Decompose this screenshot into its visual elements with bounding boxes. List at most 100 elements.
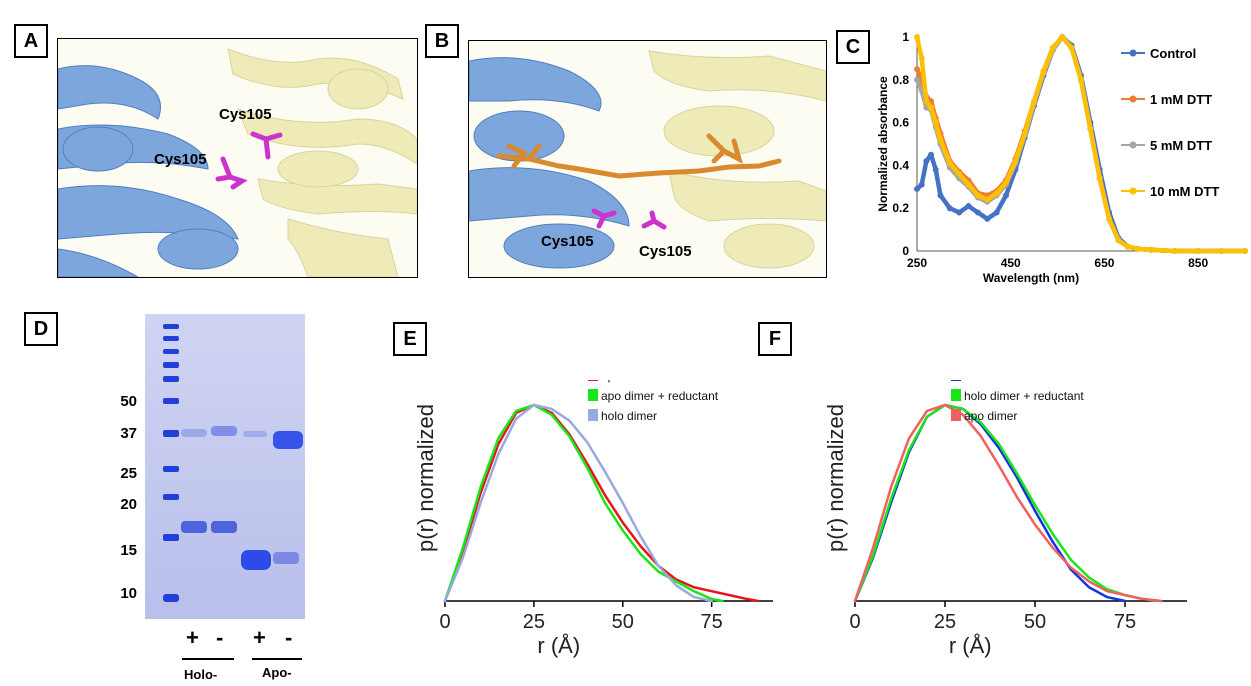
panel-d-letter: D [24, 312, 58, 346]
group-holo-label: Holo- [184, 667, 218, 682]
group-apo-label: Apo- [262, 665, 292, 680]
panel-b-cys-label-1: Cys105 [541, 233, 594, 250]
panel-a-cys-label-2: Cys105 [154, 151, 207, 168]
pr-legend-label: holo dimer + reductant [964, 389, 1084, 403]
pr-x-tick-label: 25 [523, 611, 545, 633]
c-legend-marker [1129, 95, 1137, 103]
c-legend-label: Control [1150, 46, 1196, 61]
panel-b-cys-label-2: Cys105 [639, 243, 692, 260]
c-x-tick-label: 850 [1188, 256, 1208, 270]
c-data-point [937, 136, 944, 143]
pr-x-axis-label: r (Å) [949, 633, 992, 658]
pr-legend-label: holo dimer [601, 409, 657, 423]
lane-sign-apo-plus: + [253, 625, 266, 650]
c-data-point [1115, 237, 1122, 244]
c-data-point [965, 181, 972, 188]
panel-b-letter: B [425, 24, 459, 58]
c-data-point [1134, 245, 1141, 252]
panel-e-chart: 0 25 50 75 r (Å) p(r) normalized apo dimer apo … [413, 380, 773, 658]
c-data-point [956, 209, 963, 216]
pr-y-axis-label: p(r) normalized [413, 404, 438, 552]
c-data-point [923, 98, 930, 105]
c-legend-label: 10 mM DTT [1150, 184, 1219, 199]
pr-x-tick-label: 50 [1024, 611, 1046, 633]
pr-series-line [443, 403, 713, 603]
pr-series-line [443, 403, 724, 603]
c-x-axis-label: Wavelength (nm) [983, 271, 1079, 285]
c-data-point [956, 170, 963, 177]
c-data-point [937, 192, 944, 199]
lane-sign-apo-minus: - [285, 625, 293, 650]
mw-marker-25: 25 [120, 465, 137, 482]
pr-legend-label: apo dimer [601, 380, 654, 383]
c-legend-marker [1129, 187, 1137, 195]
c-data-point [1242, 248, 1248, 254]
c-data-point [1087, 126, 1094, 133]
c-legend-marker [1129, 141, 1137, 149]
panel-a-structure [57, 38, 418, 278]
lane-sign-holo-plus: + [186, 625, 199, 650]
c-data-point [914, 185, 920, 192]
c-data-point [946, 160, 953, 167]
pr-x-tick-label: 0 [439, 611, 450, 633]
pr-legend-swatch [588, 409, 598, 421]
c-data-point [928, 151, 935, 158]
pr-x-tick-label: 75 [1114, 611, 1136, 633]
c-y-tick-label: 0.4 [892, 158, 909, 172]
pr-x-tick-label: 0 [849, 611, 860, 633]
c-y-tick-label: 0.6 [892, 116, 909, 130]
c-data-point [1195, 248, 1202, 254]
c-y-tick-label: 0.2 [892, 201, 909, 215]
c-data-point [1148, 246, 1155, 253]
panel-c-chart: 0 0.2 0.4 0.6 0.8 1 250 450 650 850 Wavelength (nm… [876, 30, 1248, 285]
c-data-point [1078, 76, 1084, 83]
c-x-tick-label: 250 [907, 256, 927, 270]
c-y-axis-label: Normalized absorbance [876, 76, 890, 212]
c-y-tick-label: 0 [902, 244, 909, 258]
c-data-point [918, 55, 925, 62]
c-data-point [1218, 248, 1225, 254]
lane-sign-holo-minus: - [216, 625, 224, 650]
pr-legend-swatch [951, 409, 961, 421]
gel-bands [145, 314, 305, 619]
c-data-point [984, 215, 991, 222]
mw-marker-10: 10 [120, 585, 137, 602]
panel-b-structure-image [469, 41, 826, 277]
c-data-point [1040, 68, 1047, 75]
c-data-point [984, 196, 991, 203]
c-data-point [1049, 44, 1056, 51]
panel-b-structure [468, 40, 827, 278]
panel-a-letter: A [14, 24, 48, 58]
mw-marker-50: 50 [120, 393, 137, 410]
mw-marker-15: 15 [120, 542, 137, 559]
pr-legend-swatch [951, 380, 961, 381]
c-data-point [918, 181, 925, 188]
panel-f-letter: F [758, 322, 792, 356]
c-data-point [914, 34, 920, 40]
pr-x-tick-label: 75 [701, 611, 723, 633]
c-legend-label: 5 mM DTT [1150, 138, 1212, 153]
c-x-tick-label: 650 [1094, 256, 1114, 270]
c-data-point [1096, 175, 1103, 182]
c-data-point [1059, 34, 1066, 40]
c-data-point [932, 166, 939, 173]
c-data-point [1124, 243, 1131, 250]
pr-legend-label: apo dimer + reductant [601, 389, 719, 403]
pr-x-tick-label: 50 [612, 611, 634, 633]
c-data-point [1106, 215, 1113, 222]
c-legend-label: 1 mM DTT [1150, 92, 1212, 107]
c-data-point [1003, 179, 1010, 186]
c-data-point [1068, 44, 1075, 51]
c-data-point [928, 104, 935, 111]
c-data-point [965, 203, 972, 210]
pr-y-axis-label: p(r) normalized [823, 404, 848, 552]
c-data-point [1171, 248, 1178, 254]
c-y-tick-label: 0.8 [892, 73, 909, 87]
panel-a-structure-image [58, 39, 417, 277]
pr-series-line [853, 403, 1163, 603]
pr-legend-swatch [588, 389, 598, 401]
c-data-point [1021, 130, 1028, 137]
panel-e-letter: E [393, 322, 427, 356]
c-data-point [914, 66, 920, 73]
mw-marker-20: 20 [120, 496, 137, 513]
